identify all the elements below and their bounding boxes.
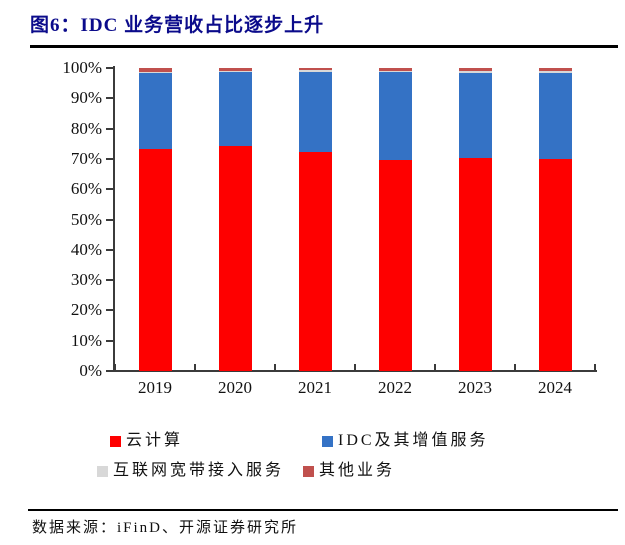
category-label: 2024 — [538, 378, 572, 397]
category-label: 2023 — [458, 378, 492, 397]
y-axis-line — [113, 66, 115, 372]
x-axis-line — [113, 370, 597, 372]
bar-2021 — [298, 68, 332, 371]
legend-swatch — [322, 435, 333, 447]
bar-2023 — [458, 68, 492, 371]
legend-item-0: 云计算 — [110, 431, 183, 451]
y-axis-label: 70% — [70, 148, 102, 168]
y-axis-tick — [106, 127, 113, 130]
y-axis-label: 40% — [70, 239, 102, 259]
bar-segment-2022-0 — [378, 159, 412, 371]
y-axis-label: 20% — [70, 300, 102, 320]
y-axis-tick — [106, 309, 113, 312]
y-axis-label: 100% — [62, 58, 102, 77]
bar-segment-2024-3 — [538, 68, 572, 71]
bar-segment-2019-1 — [138, 72, 172, 150]
legend-swatch — [110, 435, 121, 447]
y-axis-tick — [106, 248, 113, 251]
bar-segment-2024-1 — [538, 72, 572, 159]
y-axis-tick — [106, 370, 113, 372]
bar-2020 — [218, 68, 252, 371]
y-axis-label: 0% — [79, 361, 102, 380]
figure-title: 图6：IDC 业务营收占比逐步上升 — [30, 15, 325, 36]
bar-2024 — [538, 68, 572, 371]
bar-segment-2022-3 — [378, 68, 412, 71]
bar-segment-2024-0 — [538, 158, 572, 371]
legend-label: 互联网宽带接入服务 — [113, 462, 285, 479]
x-axis-tick — [194, 364, 196, 370]
legend-swatch — [303, 465, 314, 477]
y-axis-tick — [106, 339, 113, 342]
bar-segment-2020-0 — [218, 146, 252, 371]
x-axis-tick — [594, 364, 596, 370]
legend-label: IDC及其增值服务 — [338, 432, 489, 449]
bar-segment-2022-2 — [378, 70, 412, 72]
x-axis-tick — [514, 364, 516, 370]
x-axis-tick — [114, 364, 116, 370]
legend-item-3: 其他业务 — [303, 461, 395, 481]
bar-segment-2019-2 — [138, 71, 172, 73]
bar-segment-2023-3 — [458, 68, 492, 72]
y-axis-label: 10% — [70, 330, 102, 350]
bar-2019 — [138, 68, 172, 371]
category-label: 2020 — [218, 378, 252, 397]
bar-segment-2022-1 — [378, 71, 412, 160]
source-divider — [28, 509, 618, 511]
category-label: 2021 — [298, 378, 332, 397]
bar-segment-2023-0 — [458, 157, 492, 371]
legend-label: 云计算 — [126, 432, 184, 449]
y-axis-label: 80% — [70, 118, 102, 138]
y-axis-tick — [106, 279, 113, 282]
bar-segment-2020-1 — [218, 72, 252, 147]
bar-segment-2024-2 — [538, 70, 572, 73]
legend-item-1: IDC及其增值服务 — [322, 431, 489, 451]
legend-label: 其他业务 — [319, 462, 396, 479]
category-label: 2019 — [138, 378, 172, 397]
y-axis-tick — [106, 218, 113, 221]
source-text: 数据来源：iFinD、开源证券研究所 — [32, 520, 299, 536]
bar-segment-2020-3 — [218, 68, 252, 71]
category-label: 2022 — [378, 378, 412, 397]
y-axis-tick — [106, 157, 113, 160]
bar-2022 — [378, 68, 412, 371]
x-axis-tick — [354, 364, 356, 370]
bar-segment-2020-2 — [218, 70, 252, 73]
y-axis-tick — [106, 67, 113, 69]
bar-segment-2021-2 — [298, 69, 332, 73]
y-axis-label: 50% — [70, 209, 102, 229]
y-axis-label: 30% — [70, 270, 102, 290]
bar-segment-2023-2 — [458, 71, 492, 73]
bar-segment-2023-1 — [458, 72, 492, 158]
bar-segment-2019-0 — [138, 149, 172, 371]
bar-segment-2021-0 — [298, 151, 332, 371]
x-axis-tick — [434, 364, 436, 370]
legend-item-2: 互联网宽带接入服务 — [97, 461, 284, 481]
bar-segment-2021-3 — [298, 68, 332, 70]
title-divider — [30, 45, 618, 48]
x-axis-tick — [274, 364, 276, 370]
y-axis-tick — [106, 97, 113, 100]
bar-segment-2021-1 — [298, 72, 332, 152]
legend-swatch — [97, 465, 108, 477]
y-axis-label: 60% — [70, 179, 102, 199]
y-axis-label: 90% — [70, 88, 102, 108]
y-axis-tick — [106, 188, 113, 191]
bar-segment-2019-3 — [138, 68, 172, 72]
